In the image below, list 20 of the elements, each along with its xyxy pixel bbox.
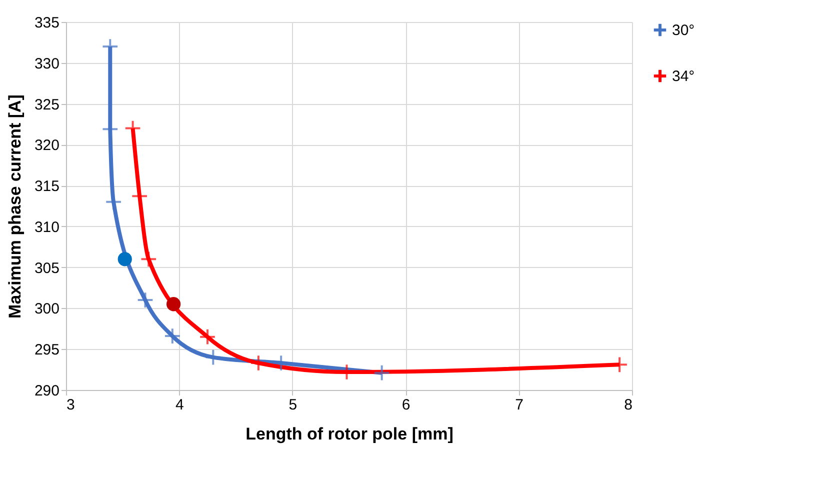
y-tick-label: 315 [34,178,60,196]
x-tick-label: 6 [402,396,410,414]
legend-label: 34° [672,68,695,85]
y-tick-label: 295 [34,342,60,359]
y-tick-label: 330 [34,55,60,72]
legend-label: 30° [672,22,695,39]
x-tick-label: 4 [176,396,184,414]
y-tick-label: 305 [34,260,60,277]
y-tick-label: 300 [34,300,60,318]
y-tick-label: 290 [34,382,60,400]
y-tick-label: 320 [34,137,60,154]
x-tick-label: 8 [624,396,632,414]
y-axis-title: Maximum phase current [A] [5,94,24,318]
y-tick-label: 310 [34,218,60,236]
x-tick-label: 7 [515,396,524,414]
y-tick-label: 335 [34,14,60,32]
x-axis-title: Length of rotor pole [mm] [246,424,454,444]
x-tick-label: 3 [66,396,75,414]
y-tick-label: 325 [34,96,60,114]
x-tick-label: 5 [288,396,298,414]
